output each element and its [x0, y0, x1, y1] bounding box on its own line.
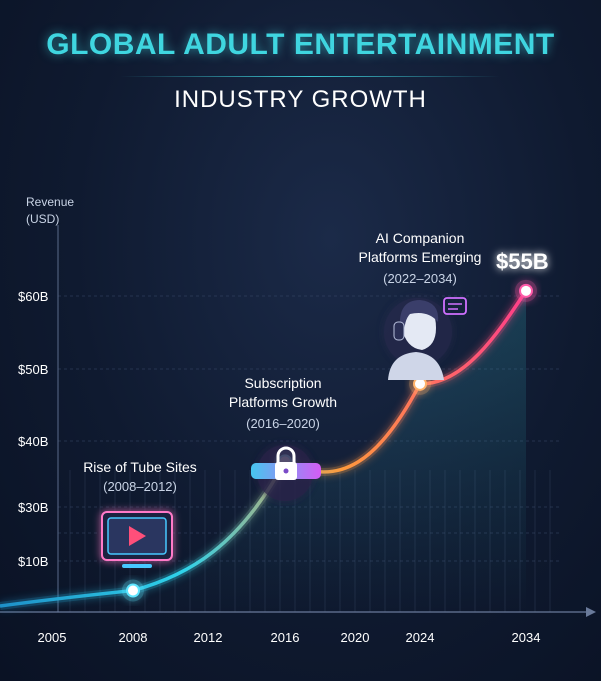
curve-area [0, 290, 526, 612]
avatar-hair [399, 300, 439, 336]
labels-layer: $10B $30B $40B $50B $60B 2005 2008 2012 2016 2020… [18, 230, 549, 645]
y-tick-label: $50B [18, 362, 48, 377]
data-point [126, 583, 140, 598]
area-layer [0, 290, 526, 612]
x-tick-label: 2020 [341, 630, 370, 645]
y-axis-label-line1: Revenue [26, 195, 75, 209]
x-tick-label: 2024 [406, 630, 435, 645]
annotation-range: (2016–2020) [246, 416, 320, 431]
data-point [519, 283, 533, 298]
lock-keyhole [283, 468, 289, 474]
title-divider [120, 76, 500, 77]
chart-title: GLOBAL ADULT ENTERTAINMENT [46, 28, 555, 61]
end-value-label: $55B [496, 249, 549, 274]
annotation-title: Subscription [244, 375, 321, 391]
padlock-icon [251, 445, 321, 501]
chat-bubble [443, 297, 467, 315]
monitor-stand [122, 564, 152, 568]
chart-subtitle: INDUSTRY GROWTH [174, 86, 427, 113]
annotation-range: (2008–2012) [103, 479, 177, 494]
ai-avatar-icon [384, 297, 467, 380]
x-tick-label: 2034 [512, 630, 541, 645]
y-axis-label-line2: (USD) [26, 212, 60, 226]
y-tick-label: $30B [18, 500, 48, 515]
x-tick-label: 2005 [38, 630, 67, 645]
play-triangle [129, 526, 146, 546]
annotation-title: Platforms Emerging [359, 249, 482, 265]
avatar-head [402, 304, 436, 350]
annotation-title: Rise of Tube Sites [83, 459, 197, 475]
annotation-range: (2022–2034) [383, 271, 457, 286]
y-tick-label: $60B [18, 289, 48, 304]
x-tick-label: 2012 [194, 630, 223, 645]
avatar-shoulders [388, 352, 444, 380]
y-tick-label: $10B [18, 554, 48, 569]
axes-layer [0, 225, 596, 617]
annotation-title: AI Companion [376, 230, 465, 246]
x-tick-label: 2008 [119, 630, 148, 645]
headset-earcup [393, 321, 405, 341]
annotation-title: Platforms Growth [229, 394, 337, 410]
y-tick-label: $40B [18, 434, 48, 449]
lock-shackle [276, 446, 296, 463]
video-player-icon [101, 511, 173, 568]
x-tick-label: 2016 [271, 630, 300, 645]
icons-layer [101, 297, 467, 568]
y-axis-label: Revenue (USD) [26, 194, 74, 228]
x-axis-arrowhead [586, 607, 596, 617]
